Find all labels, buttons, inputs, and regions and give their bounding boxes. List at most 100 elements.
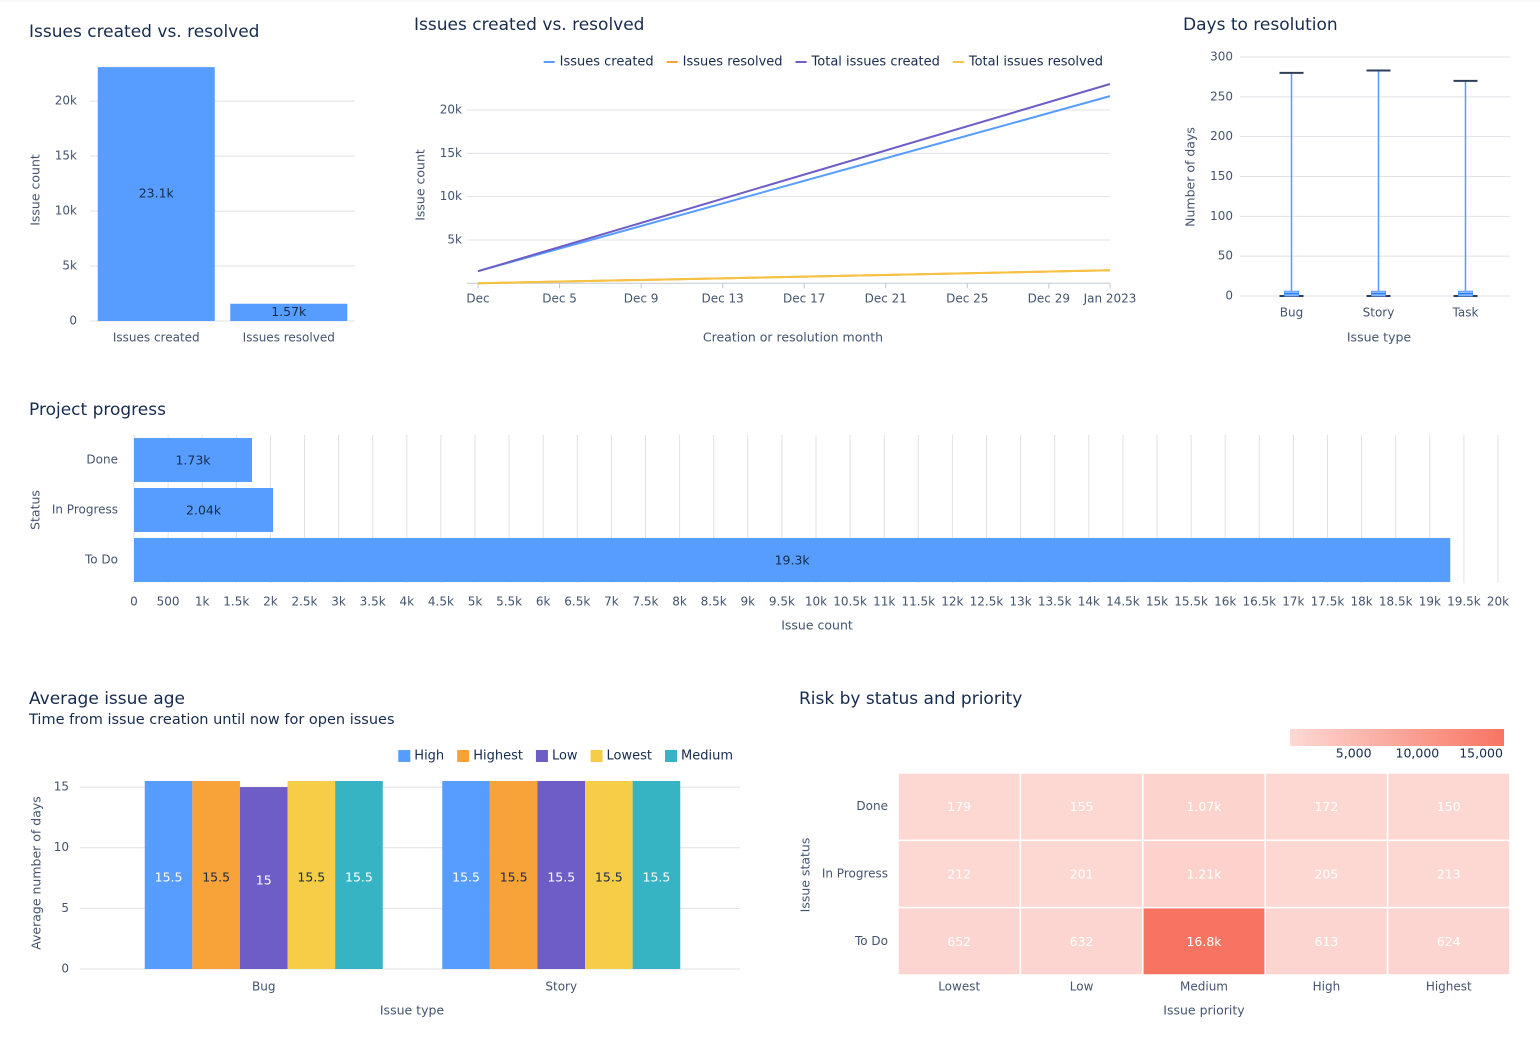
- heat-cell: [1264, 772, 1389, 842]
- heat-cell: [1019, 906, 1144, 976]
- y-tick-label: 50: [1218, 249, 1233, 263]
- cell-label: 632: [1070, 934, 1094, 949]
- y-tick-label: To Do: [854, 934, 888, 948]
- x-tick-label: 17.5k: [1311, 595, 1345, 609]
- y-tick-label: 15: [54, 780, 69, 794]
- x-tick-label: Dec 29: [1028, 292, 1070, 306]
- line: [477, 95, 1111, 273]
- line: [477, 269, 1111, 285]
- x-tick-label: Bug: [252, 980, 275, 994]
- x-tick-label: 9k: [741, 595, 756, 609]
- heat-cell: [1142, 772, 1266, 842]
- y-tick-label: 10k: [440, 189, 462, 203]
- bar-label: 23.1k: [139, 186, 175, 201]
- y-axis-title: Number of days: [1183, 127, 1198, 227]
- x-tick-label: 10k: [805, 595, 827, 609]
- y-tick-label: To Do: [84, 553, 118, 567]
- bar: [335, 781, 383, 969]
- x-tick-label: 0: [130, 595, 138, 609]
- legend-label: Issues created: [560, 55, 654, 70]
- legend-swatch: [665, 750, 678, 762]
- cell-label: 613: [1314, 934, 1338, 949]
- bar-label: 15: [256, 873, 272, 888]
- x-tick-label: 14.5k: [1106, 595, 1140, 609]
- x-tick-label: Dec: [466, 292, 489, 306]
- chart-title: Risk by status and priority: [799, 689, 1022, 709]
- color-scale: [1290, 729, 1504, 746]
- y-axis-title: Issue status: [798, 838, 813, 913]
- legend-label: Issues resolved: [683, 55, 783, 70]
- x-tick-label: 3.5k: [360, 595, 386, 609]
- x-tick-label: 15k: [1146, 595, 1168, 609]
- y-tick-label: 5: [61, 901, 69, 915]
- y-tick-label: 20k: [440, 102, 462, 116]
- bar-label: 15.5: [452, 870, 480, 885]
- x-tick-label: Issues resolved: [243, 331, 335, 345]
- x-tick-label: 8.5k: [701, 595, 727, 609]
- legend-label: High: [414, 749, 444, 764]
- legend-label: Highest: [473, 749, 523, 764]
- x-tick-label: 16k: [1214, 595, 1236, 609]
- x-axis-title: Issue count: [781, 618, 853, 633]
- bar-label: 15.5: [155, 870, 183, 885]
- bar: [239, 787, 288, 969]
- bar: [144, 781, 193, 969]
- bar-label: 19.3k: [775, 553, 811, 568]
- bar: [489, 781, 538, 969]
- x-tick-label: 2.5k: [291, 595, 317, 609]
- x-tick-label: Jan 2023: [1083, 292, 1137, 306]
- bar: [230, 303, 348, 321]
- bar: [537, 781, 586, 969]
- x-tick-label: 5.5k: [496, 595, 522, 609]
- y-tick-label: 0: [61, 962, 69, 976]
- x-tick-label: 13k: [1009, 595, 1031, 609]
- color-scale-label: 15,000: [1459, 746, 1503, 761]
- legend-label: Total issues resolved: [968, 55, 1103, 70]
- y-tick-label: 20k: [55, 94, 77, 108]
- cell-label: 172: [1314, 799, 1338, 814]
- cell-label: 155: [1070, 799, 1094, 814]
- bar-label: 15.5: [202, 870, 230, 885]
- x-tick-label: 15.5k: [1174, 595, 1208, 609]
- y-tick-label: 0: [69, 314, 77, 328]
- legend-swatch: [398, 750, 411, 762]
- y-axis-title: Average number of days: [29, 796, 44, 950]
- y-tick-label: 10k: [55, 204, 77, 218]
- x-tick-label: Medium: [1180, 980, 1228, 994]
- heat-cell: [897, 839, 1022, 909]
- x-tick-label: 1k: [195, 595, 210, 609]
- x-tick-label: 3k: [331, 595, 346, 609]
- x-tick-label: Highest: [1426, 980, 1472, 994]
- x-tick-label: 2k: [263, 595, 278, 609]
- bar-label: 15.5: [547, 870, 575, 885]
- cell-label: 16.8k: [1186, 934, 1222, 949]
- heat-cell: [1386, 772, 1511, 842]
- x-tick-label: Story: [1363, 306, 1395, 320]
- legend-swatch: [457, 750, 470, 762]
- x-axis-title: Creation or resolution month: [703, 330, 883, 345]
- bar-label: 15.5: [297, 870, 325, 885]
- x-tick-label: High: [1313, 980, 1341, 994]
- x-tick-label: 14k: [1078, 595, 1100, 609]
- y-tick-label: 15k: [55, 149, 77, 163]
- bar-label: 15.5: [595, 870, 623, 885]
- x-tick-label: 4k: [400, 595, 415, 609]
- x-tick-label: Dec 21: [865, 292, 907, 306]
- y-tick-label: 15k: [440, 146, 462, 160]
- bar-label: 1.73k: [175, 453, 211, 468]
- x-tick-label: 20k: [1487, 595, 1509, 609]
- x-tick-label: Low: [1070, 980, 1094, 994]
- heat-cell: [1142, 839, 1266, 909]
- y-tick-label: Done: [86, 453, 118, 467]
- x-tick-label: 500: [157, 595, 180, 609]
- heat-cell: [1019, 839, 1144, 909]
- legend-label: Medium: [681, 749, 733, 764]
- cell-label: 212: [947, 867, 971, 882]
- x-axis-title: Issue type: [380, 1003, 445, 1018]
- x-tick-label: 18.5k: [1379, 595, 1413, 609]
- cell-label: 1.21k: [1186, 867, 1222, 882]
- x-tick-label: Dec 5: [542, 292, 577, 306]
- legend-swatch: [590, 750, 603, 762]
- chart-title: Issues created vs. resolved: [29, 22, 259, 42]
- legend-swatch: [535, 750, 548, 762]
